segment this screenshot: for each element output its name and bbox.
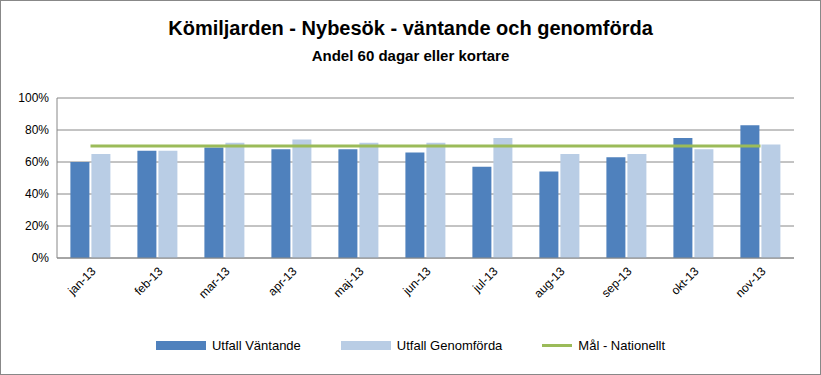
svg-text:0%: 0% — [32, 251, 50, 265]
svg-text:nov-13: nov-13 — [733, 264, 769, 300]
svg-text:20%: 20% — [25, 219, 49, 233]
svg-text:jul-13: jul-13 — [469, 264, 501, 296]
svg-text:60%: 60% — [25, 155, 49, 169]
svg-text:mar-13: mar-13 — [196, 264, 233, 301]
svg-text:40%: 40% — [25, 187, 49, 201]
svg-text:100%: 100% — [18, 91, 49, 105]
html-text:Mål - Nationellt: Mål - Nationellt — [578, 338, 665, 353]
svg-text:okt-13: okt-13 — [668, 264, 702, 298]
svg-text:80%: 80% — [25, 123, 49, 137]
html-text:Andel 60 dagar eller kortare: Andel 60 dagar eller kortare — [311, 47, 510, 64]
svg-text:aug-13: aug-13 — [531, 264, 568, 301]
svg-text:feb-13: feb-13 — [132, 264, 166, 298]
html-text:Kömiljarden - Nybesök - väntan: Kömiljarden - Nybesök - väntande och gen… — [168, 17, 653, 39]
html-text:Utfall Väntande: Utfall Väntande — [211, 338, 301, 353]
svg-text:jan-13: jan-13 — [64, 264, 98, 298]
svg-text:jun-13: jun-13 — [399, 264, 433, 298]
svg-text:maj-13: maj-13 — [331, 264, 367, 300]
svg-text:apr-13: apr-13 — [265, 264, 300, 299]
svg-text:sep-13: sep-13 — [599, 264, 635, 300]
html-text:Utfall Genomförda: Utfall Genomförda — [396, 338, 503, 353]
